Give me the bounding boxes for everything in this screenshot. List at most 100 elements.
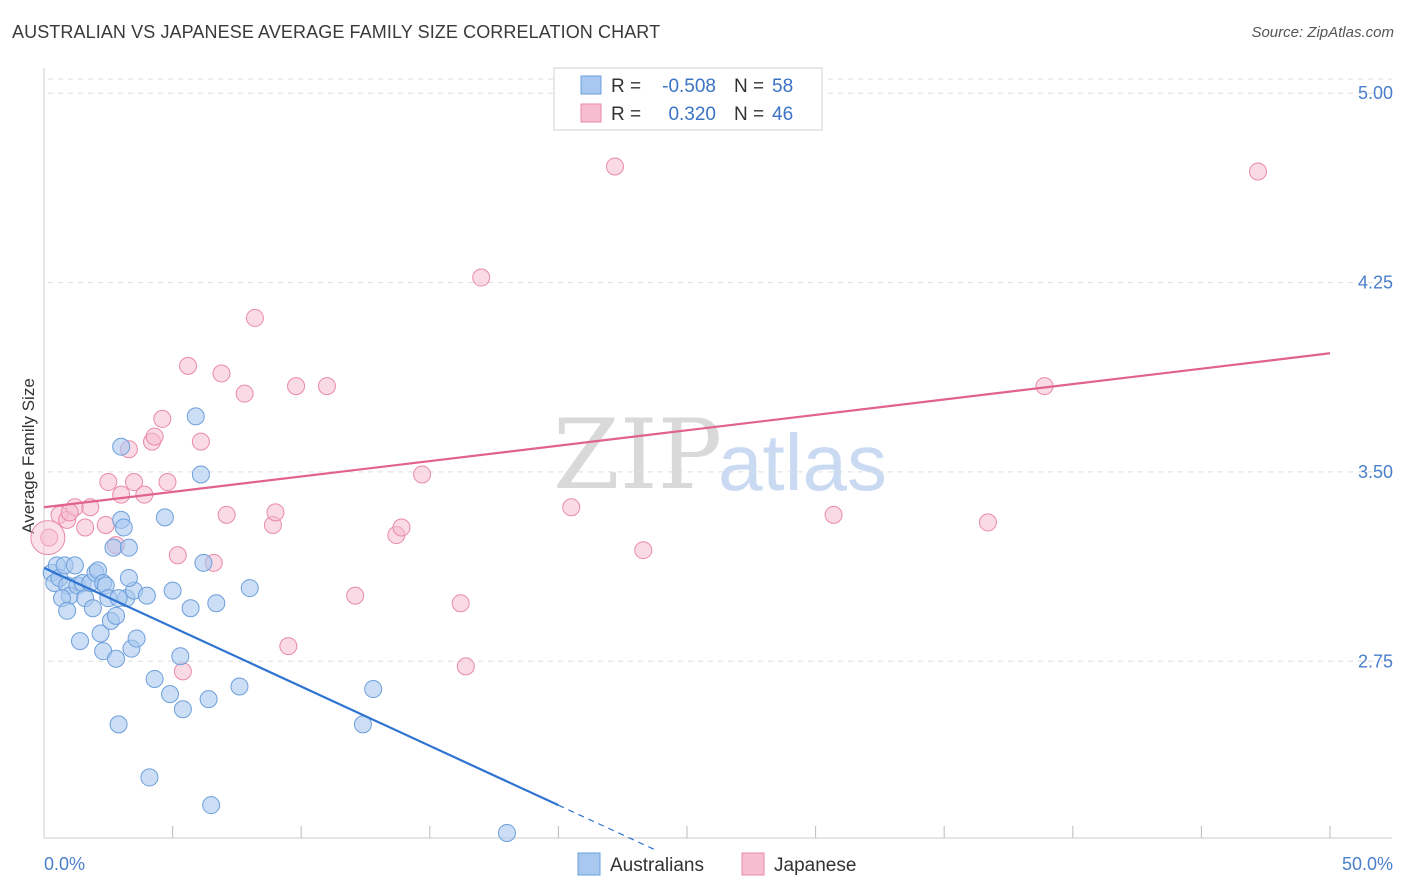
japanese-point <box>112 485 131 504</box>
y-axis-label: Average Family Size <box>19 378 38 534</box>
japanese-point <box>317 377 336 396</box>
japanese-point <box>413 465 432 484</box>
x-tick-label: 0.0% <box>44 854 85 874</box>
bottom-legend-swatch-japanese <box>741 852 765 876</box>
japanese-point <box>158 473 177 492</box>
correlation-legend: R = -0.508 N = 58 R = 0.320 N = 46 <box>553 67 823 131</box>
legend-r-label: R = <box>611 76 641 97</box>
australians-point <box>65 556 84 575</box>
chart-title: AUSTRALIAN VS JAPANESE AVERAGE FAMILY SI… <box>12 22 661 42</box>
japanese-point <box>179 356 198 375</box>
bottom-legend-australians: Australians <box>610 855 704 876</box>
japanese-point <box>1248 162 1267 181</box>
japanese-point <box>266 503 285 522</box>
japanese-point <box>287 377 306 396</box>
australians-point <box>171 647 190 666</box>
japanese-point <box>145 427 164 446</box>
japanese-point <box>245 308 264 327</box>
bottom-legend-japanese: Japanese <box>774 855 856 876</box>
australians-trend-line <box>43 566 559 807</box>
y-tick-label: 5.00 <box>1358 83 1393 103</box>
japanese-point <box>634 541 653 560</box>
australians-point <box>240 579 259 598</box>
australians-point <box>202 796 221 815</box>
japanese-point <box>96 515 115 534</box>
australians-point <box>207 594 226 613</box>
watermark-zip: ZIP <box>553 399 722 511</box>
australians-point <box>497 823 516 842</box>
japanese-point <box>451 594 470 613</box>
y-tick-label: 4.25 <box>1358 273 1393 293</box>
series-legend: Australians Japanese <box>577 852 856 876</box>
japanese-point <box>235 384 254 403</box>
legend-n-label: N = <box>734 104 764 125</box>
australians-point <box>161 685 180 704</box>
australians-point <box>173 700 192 719</box>
bottom-legend-swatch-australians <box>577 852 601 876</box>
japanese-point <box>76 518 95 537</box>
japanese-point <box>346 586 365 605</box>
australians-point <box>127 629 146 648</box>
y-tick-label: 2.75 <box>1358 651 1393 671</box>
japanese-point <box>168 546 187 565</box>
australians-point <box>186 407 205 426</box>
australians-point <box>119 538 138 557</box>
japanese-point <box>456 657 475 676</box>
japanese-point <box>978 513 997 532</box>
australians-point <box>112 437 131 456</box>
watermark: ZIP atlas <box>553 399 887 511</box>
japanese-point <box>217 505 236 524</box>
japanese-point <box>279 637 298 656</box>
japanese-point <box>824 505 843 524</box>
japanese-points <box>30 157 1267 681</box>
australians-point <box>114 518 133 537</box>
japanese-point <box>562 498 581 517</box>
legend-swatch-japanese <box>580 103 602 123</box>
australians-point <box>137 586 156 605</box>
watermark-atlas: atlas <box>718 418 887 507</box>
japanese-point <box>125 473 144 492</box>
legend-r-label: R = <box>611 104 641 125</box>
legend-n-value: 58 <box>772 76 793 97</box>
australians-point <box>83 599 102 618</box>
y-tick-label: 3.50 <box>1358 462 1393 482</box>
australians-point <box>199 690 218 709</box>
australians-point <box>58 601 77 620</box>
australians-point <box>91 624 110 643</box>
australians-point <box>181 599 200 618</box>
legend-n-value: 46 <box>772 104 793 125</box>
japanese-point <box>191 432 210 451</box>
australians-point <box>109 715 128 734</box>
japanese-point <box>605 157 624 176</box>
australians-point <box>364 680 383 699</box>
japanese-point <box>153 409 172 428</box>
x-ticks: 0.0% 50.0% <box>44 826 1393 874</box>
australians-point <box>107 606 126 625</box>
australians-point <box>191 465 210 484</box>
chart-source: Source: ZipAtlas.com <box>1251 24 1394 41</box>
australians-point <box>163 581 182 600</box>
japanese-point <box>30 520 66 556</box>
australians-point <box>107 649 126 668</box>
legend-r-value: 0.320 <box>668 104 716 125</box>
australians-point <box>119 568 138 587</box>
axes <box>43 68 1392 839</box>
australians-point <box>194 553 213 572</box>
australians-point <box>140 768 159 787</box>
japanese-point <box>60 503 79 522</box>
australians-points <box>42 407 516 842</box>
legend-n-label: N = <box>734 76 764 97</box>
japanese-point <box>173 662 192 681</box>
japanese-point <box>212 364 231 383</box>
x-tick-label: 50.0% <box>1342 854 1393 874</box>
japanese-point <box>99 473 118 492</box>
legend-r-value: -0.508 <box>662 76 716 97</box>
australians-point <box>71 632 90 651</box>
australians-trend-extension <box>558 804 657 851</box>
japanese-point <box>392 518 411 537</box>
y-ticks: 2.75 3.50 4.25 5.00 <box>1358 83 1393 671</box>
australians-point <box>155 508 174 527</box>
trend-lines <box>43 352 1331 851</box>
legend-swatch-australians <box>580 75 602 95</box>
